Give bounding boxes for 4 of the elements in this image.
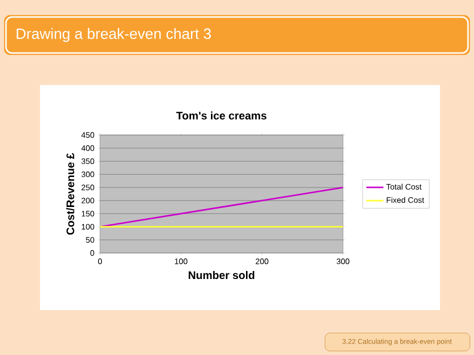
text: Drawing a break-even chart 3 <box>16 28 211 42</box>
x-axis-title: Number sold <box>188 271 254 280</box>
y-axis-title: Cost/Revenue £ <box>66 153 74 235</box>
chart-title: Tom's ice creams <box>176 111 266 120</box>
